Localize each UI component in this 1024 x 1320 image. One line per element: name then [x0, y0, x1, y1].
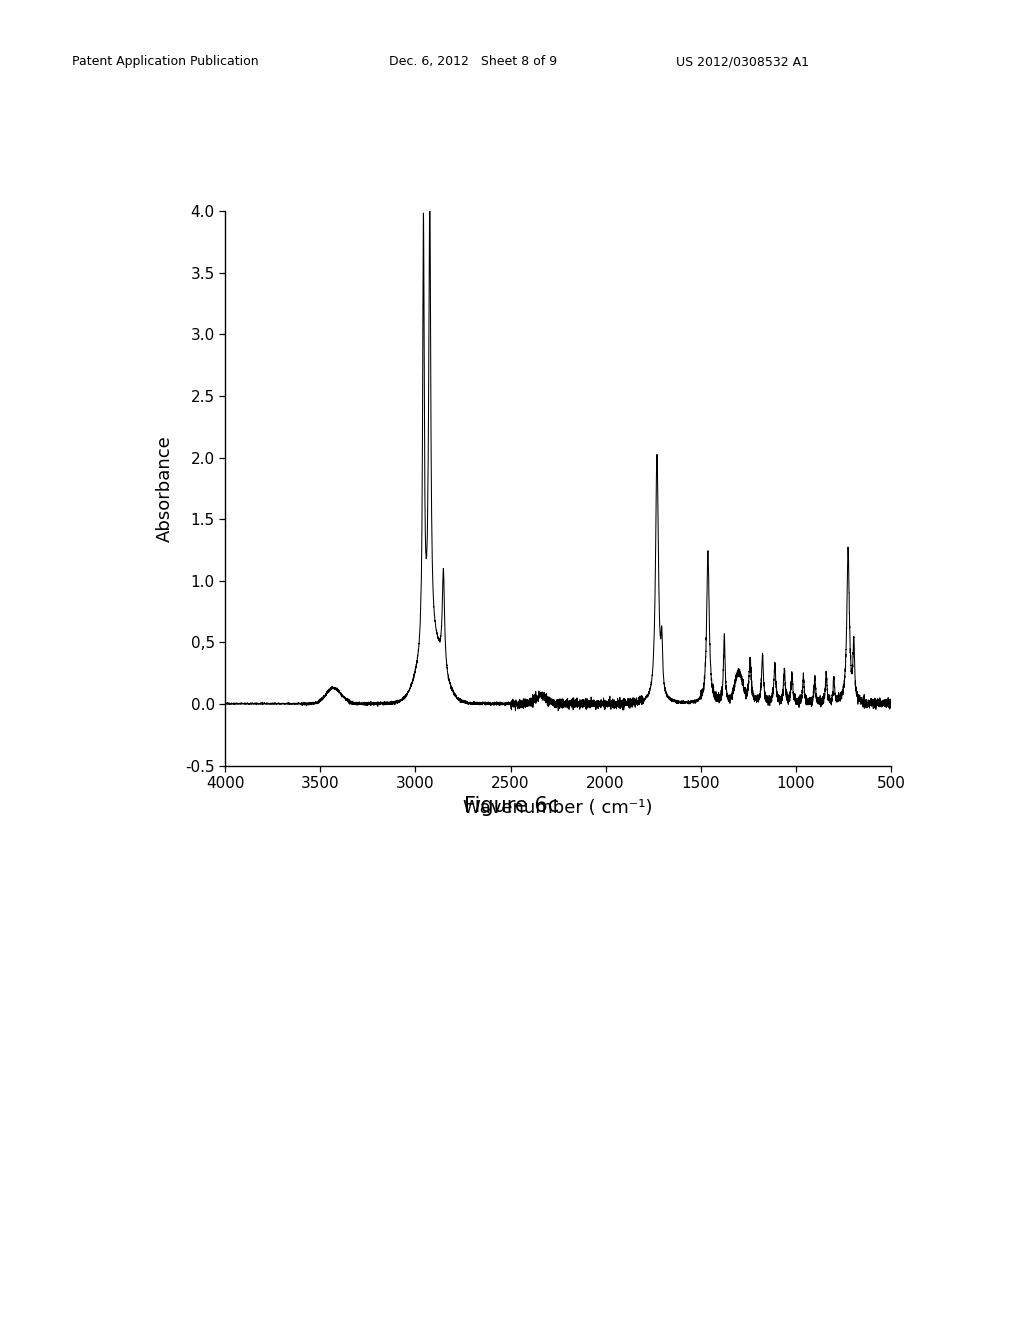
Text: Patent Application Publication: Patent Application Publication [72, 55, 258, 69]
Text: US 2012/0308532 A1: US 2012/0308532 A1 [676, 55, 809, 69]
Text: Dec. 6, 2012   Sheet 8 of 9: Dec. 6, 2012 Sheet 8 of 9 [389, 55, 557, 69]
Y-axis label: Absorbance: Absorbance [156, 436, 174, 541]
X-axis label: Wavenumber ( cm⁻¹): Wavenumber ( cm⁻¹) [463, 800, 653, 817]
Text: Figure 6c: Figure 6c [464, 796, 560, 816]
